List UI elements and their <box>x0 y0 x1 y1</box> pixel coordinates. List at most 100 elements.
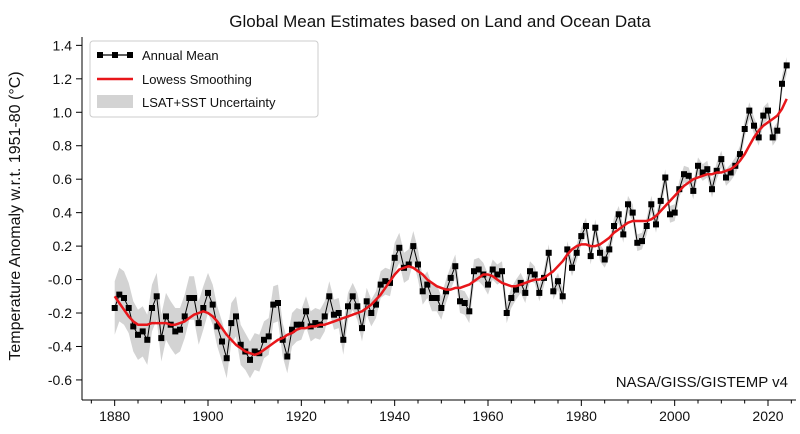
annual-mean-point <box>139 328 146 335</box>
annual-mean-point <box>779 80 785 87</box>
y-tick-label: 0.8 <box>53 138 73 154</box>
annual-mean-point <box>219 338 225 345</box>
chart-title: Global Mean Estimates based on Land and … <box>229 12 651 31</box>
annual-mean-point <box>578 233 585 240</box>
annual-mean-point <box>774 127 781 134</box>
legend-uncertainty-swatch <box>97 95 133 108</box>
annual-mean-point <box>163 313 169 320</box>
x-tick-label: 2020 <box>752 408 783 424</box>
annual-mean-point <box>298 321 305 328</box>
annual-mean-point <box>662 174 669 181</box>
annual-mean-point <box>303 308 309 315</box>
y-tick-label: 0.6 <box>53 171 73 187</box>
annual-mean-point <box>354 303 361 310</box>
y-tick-label: -0.2 <box>48 305 72 321</box>
annual-mean-point <box>503 310 510 316</box>
y-tick-label: -0.4 <box>48 338 72 354</box>
annual-mean-point <box>433 295 440 301</box>
annual-mean-point <box>629 209 636 216</box>
annual-mean-point <box>116 291 123 298</box>
annual-mean-point <box>475 266 482 273</box>
annual-mean-point <box>237 341 244 348</box>
annual-mean-point <box>377 281 384 288</box>
annual-mean-point <box>209 301 216 308</box>
x-tick-label: 1920 <box>286 408 317 424</box>
x-tick-label: 1960 <box>472 408 503 424</box>
x-tick-label: 1880 <box>99 408 130 424</box>
annual-mean-point <box>130 323 137 330</box>
annual-mean-point <box>746 107 753 114</box>
annual-mean-point <box>443 288 449 295</box>
annual-mean-point <box>125 305 132 311</box>
legend-annual-marker-mid <box>112 52 118 58</box>
annual-mean-point <box>653 221 659 228</box>
annual-mean-point <box>181 313 188 320</box>
annual-mean-point <box>489 266 496 273</box>
annual-mean-point <box>429 295 435 301</box>
annual-mean-point <box>783 62 790 69</box>
annual-mean-point <box>293 321 300 328</box>
annual-mean-point <box>681 171 687 178</box>
annual-mean-point <box>550 288 557 295</box>
annual-mean-point <box>373 301 379 308</box>
annual-mean-point <box>233 313 239 320</box>
y-tick-label: -0.6 <box>48 372 72 388</box>
annual-mean-point <box>737 151 743 158</box>
annual-mean-point <box>452 263 459 270</box>
source-annotation: NASA/GISS/GISTEMP v4 <box>616 374 788 391</box>
annual-mean-point <box>247 356 253 363</box>
annual-mean-point <box>447 274 454 281</box>
annual-mean-point <box>606 246 613 253</box>
annual-mean-point <box>587 253 594 260</box>
annual-mean-point <box>424 281 431 288</box>
annual-mean-point <box>270 301 277 308</box>
annual-mean-point <box>555 278 561 285</box>
annual-mean-point <box>760 112 767 119</box>
annual-mean-point <box>438 305 445 311</box>
annual-mean-point <box>321 313 328 320</box>
annual-mean-point <box>261 336 267 343</box>
annual-mean-point <box>359 325 365 332</box>
annual-mean-point <box>699 169 706 176</box>
legend-annual-marker-left <box>97 52 103 58</box>
annual-mean-point <box>195 320 202 327</box>
annual-mean-point <box>671 209 678 216</box>
x-tick-label: 1980 <box>566 408 597 424</box>
annual-mean-point <box>410 243 417 250</box>
annual-mean-point <box>685 172 692 179</box>
annual-mean-point <box>214 323 221 330</box>
annual-mean-point <box>713 167 720 174</box>
lowess-smoothing-line <box>113 98 788 357</box>
annual-mean-point <box>723 174 729 181</box>
y-tick-label: 0.4 <box>53 205 73 221</box>
y-tick-label: 0.2 <box>53 238 73 254</box>
annual-mean-point <box>251 348 258 355</box>
lowess-layer <box>113 98 788 357</box>
annual-mean-point <box>569 264 575 271</box>
legend-annual-label: Annual Mean <box>142 48 219 63</box>
annual-mean-point <box>508 295 515 301</box>
annual-mean-point <box>172 328 179 335</box>
annual-mean-point <box>396 244 403 251</box>
annual-mean-point <box>419 288 426 295</box>
annual-mean-point <box>461 300 468 306</box>
annual-mean-point <box>564 246 571 253</box>
annual-mean-point <box>335 310 342 316</box>
annual-mean-point <box>704 166 711 173</box>
annual-mean-point <box>634 239 641 246</box>
annual-mean-point <box>149 305 155 311</box>
annual-mean-point <box>471 268 477 275</box>
annual-mean-point <box>709 186 715 193</box>
annual-mean-point <box>545 249 552 256</box>
legend-item-lowess: Lowess Smoothing <box>97 72 252 87</box>
annual-mean-point <box>769 134 776 141</box>
annual-mean-point <box>111 305 118 311</box>
x-tick-label: 1900 <box>192 408 223 424</box>
annual-mean-point <box>615 211 622 218</box>
annual-mean-point <box>755 134 762 141</box>
annual-mean-point <box>345 303 351 310</box>
annual-mean-point <box>415 261 421 268</box>
annual-mean-point <box>741 126 748 132</box>
annual-mean-point <box>223 355 230 362</box>
